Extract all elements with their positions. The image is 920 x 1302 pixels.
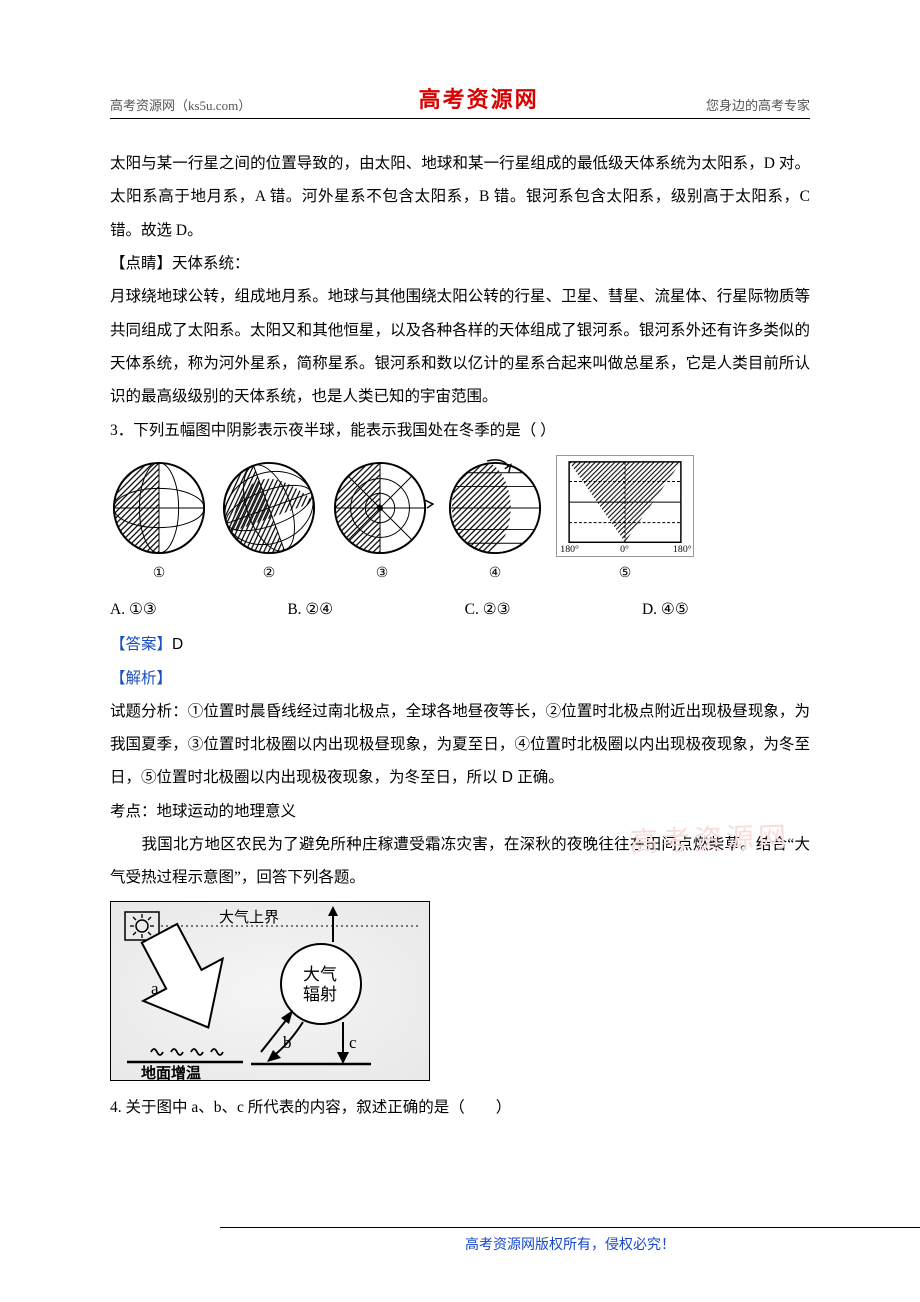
d2-circle-2: 辐射 — [303, 985, 337, 1004]
globe-1: ① — [110, 459, 208, 589]
d2-top-label: 大气上界 — [219, 909, 279, 926]
answer-line: 【答案】D — [110, 628, 810, 661]
d2-a: a — [151, 979, 159, 998]
paragraph-1: 太阳与某一行星之间的位置导致的，由太阳、地球和某一行星组成的最低级天体系统为太阳… — [110, 147, 810, 247]
d2-bottom-label: 地面增温 — [141, 1064, 201, 1082]
option-b: B. ②④ — [287, 593, 455, 626]
globe-4: ④ — [446, 459, 544, 589]
diagram-5: 180° 0° 180° ⑤ — [556, 455, 694, 589]
point-label: 【点睛】天体系统： — [110, 247, 810, 280]
globe-diagram-row: ① — [110, 455, 810, 589]
paragraph-3: 试题分析：①位置时晨昏线经过南北极点，全球各地昼夜等长，②位置时北极点附近出现极… — [110, 695, 810, 795]
atmosphere-diagram: 大气上界 a 地面增温 大气 辐射 — [110, 901, 430, 1081]
globe-3-label: ③ — [330, 559, 434, 589]
globe-4-label: ④ — [446, 559, 544, 589]
question-3: 3．下列五幅图中阴影表示夜半球，能表示我国处在冬季的是（ ） — [110, 414, 810, 447]
answer-value: D — [172, 636, 183, 653]
axis-mid-label: 0° — [620, 544, 629, 555]
option-d: D. ④⑤ — [642, 593, 810, 626]
paragraph-2: 月球绕地球公转，组成地月系。地球与其他围绕太阳公转的行星、卫星、彗星、流星体、行… — [110, 280, 810, 413]
globe-1-label: ① — [110, 559, 208, 589]
globe-2: ② — [220, 459, 318, 589]
header-right: 您身边的高考专家 — [706, 95, 810, 114]
page-header: 高考资源网（ks5u.com） 高考资源网 您身边的高考专家 — [110, 82, 810, 119]
question-4: 4. 关于图中 a、b、c 所代表的内容，叙述正确的是（ ） — [110, 1091, 810, 1124]
option-a: A. ①③ — [110, 593, 278, 626]
paragraph-5: 我国北方地区农民为了避免所种庄稼遭受霜冻灾害，在深秋的夜晚往往在田间点燃柴草。结… — [110, 828, 810, 895]
globe-2-label: ② — [220, 559, 318, 589]
option-c: C. ②③ — [465, 593, 633, 626]
d2-b: b — [283, 1033, 292, 1052]
header-center-logo: 高考资源网 — [419, 82, 539, 114]
globe-3: ③ — [330, 459, 434, 589]
page-footer: 高考资源网版权所有，侵权必究！ — [220, 1227, 920, 1254]
paragraph-4: 考点：地球运动的地理意义 — [110, 795, 810, 828]
diagram-5-label: ⑤ — [556, 559, 694, 589]
axis-right-label: 180° — [673, 544, 692, 555]
d2-circle-1: 大气 — [303, 965, 337, 984]
content-body: 太阳与某一行星之间的位置导致的，由太阳、地球和某一行星组成的最低级天体系统为太阳… — [110, 147, 810, 1124]
analysis-label: 【解析】 — [110, 662, 810, 695]
header-left: 高考资源网（ks5u.com） — [110, 95, 251, 114]
axis-left-label: 180° — [560, 544, 579, 555]
question-3-options: A. ①③ B. ②④ C. ②③ D. ④⑤ — [110, 593, 810, 626]
d2-c: c — [349, 1033, 357, 1052]
answer-label: 【答案】 — [110, 636, 172, 653]
